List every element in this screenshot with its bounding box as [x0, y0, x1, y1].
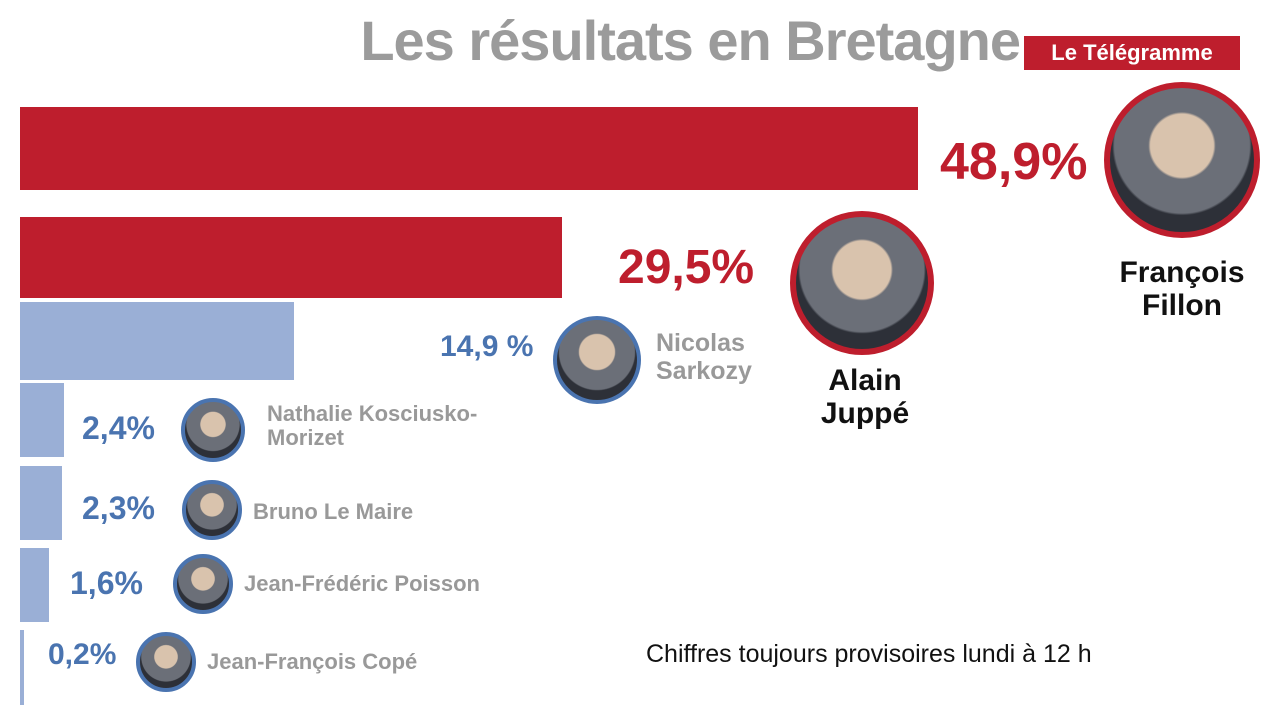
- photo: [182, 480, 242, 540]
- value-label: 1,6%: [70, 565, 143, 601]
- bar: [20, 302, 294, 380]
- bar: [20, 107, 918, 190]
- candidate-name: Alain Juppé: [820, 364, 910, 430]
- photo: [181, 398, 245, 462]
- value-label: 2,3%: [82, 490, 155, 526]
- value-label: 2,4%: [82, 410, 155, 446]
- bar: [20, 630, 24, 705]
- photo: [1104, 82, 1260, 238]
- candidate-name: François Fillon: [1119, 256, 1245, 322]
- value-label: 29,5%: [618, 241, 755, 294]
- bar: [20, 383, 65, 457]
- value-label: 14,9 %: [440, 330, 534, 363]
- candidate-name: Jean-François Copé: [207, 649, 418, 674]
- bar: [20, 548, 50, 622]
- candidate-name: Nicolas Sarkozy: [656, 329, 752, 385]
- photo: [790, 211, 934, 355]
- value-label: 48,9%: [940, 133, 1088, 191]
- chart-title: Les résultats en Bretagne: [360, 9, 1021, 72]
- brand-logo: Le Télégramme: [1024, 36, 1240, 70]
- candidate-name: Bruno Le Maire: [253, 499, 414, 524]
- footnote: Chiffres toujours provisoires lundi à 12…: [646, 640, 1092, 668]
- value-label: 0,2%: [48, 638, 117, 671]
- bar: [20, 217, 562, 298]
- candidate-name: Jean-Frédéric Poisson: [244, 571, 480, 596]
- candidate-name: Nathalie Kosciusko-Morizet: [267, 401, 478, 451]
- photo: [173, 554, 233, 614]
- bar: [20, 466, 63, 540]
- photo: [553, 316, 641, 404]
- photo: [136, 632, 196, 692]
